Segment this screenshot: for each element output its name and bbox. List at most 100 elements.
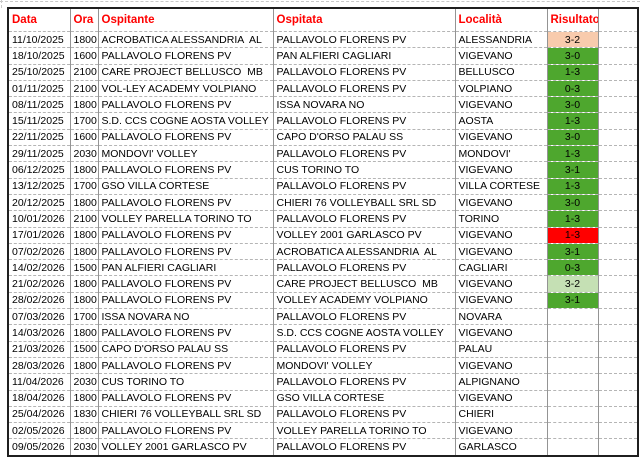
- result-cell[interactable]: [547, 390, 599, 407]
- away-team-cell[interactable]: PALLAVOLO FLORENS PV: [273, 64, 456, 81]
- result-cell[interactable]: [547, 406, 599, 424]
- empty-cell[interactable]: [598, 31, 638, 49]
- date-cell[interactable]: 07/03/2026: [8, 308, 71, 326]
- empty-cell[interactable]: [598, 80, 638, 98]
- time-cell[interactable]: 2030: [70, 438, 99, 456]
- result-cell[interactable]: [547, 357, 599, 375]
- date-cell[interactable]: 14/02/2026: [8, 259, 71, 277]
- time-cell[interactable]: 1700: [70, 308, 99, 326]
- time-cell[interactable]: 1700: [70, 178, 99, 195]
- empty-cell[interactable]: [598, 194, 638, 212]
- column-header-ospitata[interactable]: Ospitata: [273, 8, 456, 32]
- date-cell[interactable]: 09/05/2026: [8, 438, 71, 456]
- empty-cell[interactable]: [598, 259, 638, 277]
- time-cell[interactable]: 1800: [70, 422, 99, 440]
- date-cell[interactable]: 02/05/2026: [8, 422, 71, 440]
- home-team-cell[interactable]: CARE PROJECT BELLUSCO MB: [98, 64, 274, 81]
- home-team-cell[interactable]: PALLAVOLO FLORENS PV: [98, 422, 274, 440]
- home-team-cell[interactable]: PALLAVOLO FLORENS PV: [98, 47, 274, 65]
- date-cell[interactable]: 25/04/2026: [8, 406, 71, 424]
- away-team-cell[interactable]: VOLLEY PARELLA TORINO TO: [273, 422, 456, 440]
- home-team-cell[interactable]: CAPO D'ORSO PALAU SS: [98, 341, 274, 358]
- location-cell[interactable]: VIGEVANO: [455, 227, 548, 244]
- empty-cell[interactable]: [598, 406, 638, 424]
- location-cell[interactable]: VIGEVANO: [455, 357, 548, 375]
- away-team-cell[interactable]: VOLLEY ACADEMY VOLPIANO: [273, 292, 456, 310]
- date-cell[interactable]: 18/10/2025: [8, 47, 71, 65]
- empty-cell[interactable]: [598, 308, 638, 326]
- date-cell[interactable]: 13/12/2025: [8, 178, 71, 195]
- time-cell[interactable]: 1800: [70, 357, 99, 375]
- home-team-cell[interactable]: S.D. CCS COGNE AOSTA VOLLEY: [98, 112, 274, 130]
- empty-cell[interactable]: [598, 64, 638, 81]
- time-cell[interactable]: 1800: [70, 96, 99, 114]
- home-team-cell[interactable]: PAN ALFIERI CAGLIARI: [98, 259, 274, 277]
- home-team-cell[interactable]: MONDOVI' VOLLEY: [98, 145, 274, 163]
- away-team-cell[interactable]: VOLLEY 2001 GARLASCO PV: [273, 227, 456, 244]
- time-cell[interactable]: 1500: [70, 341, 99, 358]
- empty-cell[interactable]: [598, 292, 638, 310]
- date-cell[interactable]: 01/11/2025: [8, 80, 71, 98]
- location-cell[interactable]: ALPIGNANO: [455, 373, 548, 391]
- location-cell[interactable]: MONDOVI': [455, 145, 548, 163]
- result-cell[interactable]: [547, 373, 599, 391]
- location-cell[interactable]: AOSTA: [455, 112, 548, 130]
- home-team-cell[interactable]: CHIERI 76 VOLLEYBALL SRL SD: [98, 406, 274, 424]
- result-cell[interactable]: [547, 438, 599, 456]
- away-team-cell[interactable]: ACROBATICA ALESSANDRIA AL: [273, 243, 456, 261]
- away-team-cell[interactable]: CARE PROJECT BELLUSCO MB: [273, 275, 456, 293]
- date-cell[interactable]: 15/11/2025: [8, 112, 71, 130]
- result-cell[interactable]: 3-2: [547, 31, 599, 49]
- location-cell[interactable]: VIGEVANO: [455, 390, 548, 407]
- result-cell[interactable]: 1-3: [547, 227, 599, 244]
- column-header-ospitante[interactable]: Ospitante: [98, 8, 274, 32]
- time-cell[interactable]: 2100: [70, 80, 99, 98]
- away-team-cell[interactable]: PALLAVOLO FLORENS PV: [273, 341, 456, 358]
- empty-cell[interactable]: [598, 112, 638, 130]
- result-cell[interactable]: 1-3: [547, 210, 599, 228]
- empty-cell[interactable]: [598, 422, 638, 440]
- time-cell[interactable]: 1800: [70, 390, 99, 407]
- empty-cell[interactable]: [598, 227, 638, 244]
- home-team-cell[interactable]: CUS TORINO TO: [98, 373, 274, 391]
- date-cell[interactable]: 18/04/2026: [8, 390, 71, 407]
- location-cell[interactable]: VIGEVANO: [455, 292, 548, 310]
- date-cell[interactable]: 22/11/2025: [8, 129, 71, 147]
- empty-cell[interactable]: [598, 47, 638, 65]
- date-cell[interactable]: 10/01/2026: [8, 210, 71, 228]
- home-team-cell[interactable]: PALLAVOLO FLORENS PV: [98, 275, 274, 293]
- result-cell[interactable]: 0-3: [547, 259, 599, 277]
- home-team-cell[interactable]: PALLAVOLO FLORENS PV: [98, 194, 274, 212]
- away-team-cell[interactable]: GSO VILLA CORTESE: [273, 390, 456, 407]
- away-team-cell[interactable]: PALLAVOLO FLORENS PV: [273, 31, 456, 49]
- result-cell[interactable]: 1-3: [547, 64, 599, 81]
- location-cell[interactable]: VIGEVANO: [455, 194, 548, 212]
- away-team-cell[interactable]: PALLAVOLO FLORENS PV: [273, 112, 456, 130]
- location-cell[interactable]: VIGEVANO: [455, 324, 548, 342]
- date-cell[interactable]: 29/11/2025: [8, 145, 71, 163]
- away-team-cell[interactable]: PALLAVOLO FLORENS PV: [273, 210, 456, 228]
- column-header-risultato[interactable]: Risultato: [547, 8, 599, 32]
- time-cell[interactable]: 1800: [70, 243, 99, 261]
- away-team-cell[interactable]: PALLAVOLO FLORENS PV: [273, 145, 456, 163]
- result-cell[interactable]: 0-3: [547, 80, 599, 98]
- home-team-cell[interactable]: PALLAVOLO FLORENS PV: [98, 161, 274, 179]
- location-cell[interactable]: VILLA CORTESE: [455, 178, 548, 195]
- home-team-cell[interactable]: ISSA NOVARA NO: [98, 308, 274, 326]
- result-cell[interactable]: 3-0: [547, 96, 599, 114]
- away-team-cell[interactable]: PALLAVOLO FLORENS PV: [273, 259, 456, 277]
- column-header-data[interactable]: Data: [8, 8, 71, 32]
- result-cell[interactable]: 1-3: [547, 112, 599, 130]
- empty-cell[interactable]: [598, 324, 638, 342]
- time-cell[interactable]: 1800: [70, 161, 99, 179]
- location-cell[interactable]: VIGEVANO: [455, 129, 548, 147]
- empty-cell[interactable]: [598, 357, 638, 375]
- time-cell[interactable]: 2100: [70, 210, 99, 228]
- date-cell[interactable]: 28/03/2026: [8, 357, 71, 375]
- empty-cell[interactable]: [598, 373, 638, 391]
- home-team-cell[interactable]: VOLLEY 2001 GARLASCO PV: [98, 438, 274, 456]
- date-cell[interactable]: 11/10/2025: [8, 31, 71, 49]
- empty-cell[interactable]: [598, 161, 638, 179]
- time-cell[interactable]: 1800: [70, 275, 99, 293]
- away-team-cell[interactable]: ISSA NOVARA NO: [273, 96, 456, 114]
